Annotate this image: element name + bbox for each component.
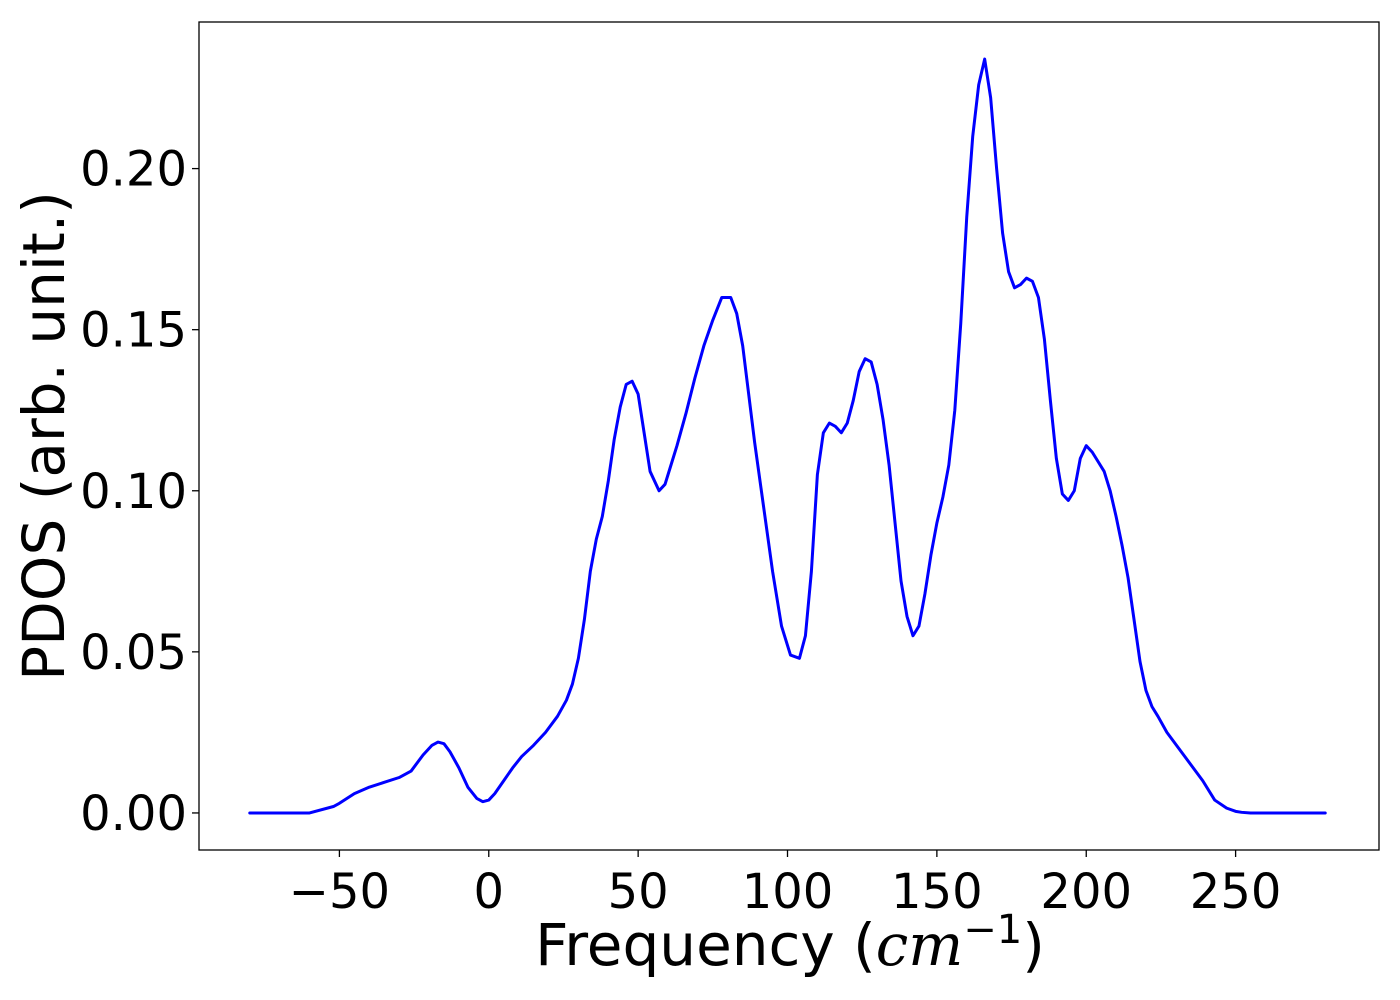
x-tick-label: 150 xyxy=(891,864,983,920)
x-tick-label: 100 xyxy=(742,864,834,920)
x-tick-label: 250 xyxy=(1190,864,1282,920)
x-axis-title: Frequency (cm−1) xyxy=(535,907,1045,979)
x-tick-label: 0 xyxy=(473,864,504,920)
x-axis-title-exponent: −1 xyxy=(963,907,1022,953)
plot-frame xyxy=(198,21,1380,851)
pdos-series-line xyxy=(248,57,1327,815)
y-axis-title: PDOS (arb. unit.) xyxy=(10,191,78,681)
y-axis-ticks: 0.00 0.05 0.10 0.15 0.20 xyxy=(80,142,199,842)
y-tick-label: 0.05 xyxy=(80,625,187,681)
x-tick-label: −50 xyxy=(289,864,390,920)
plot-area xyxy=(199,22,1379,850)
y-tick-label: 0.20 xyxy=(80,142,187,198)
y-tick-label: 0.10 xyxy=(80,464,187,520)
x-tick-label: 50 xyxy=(608,864,669,920)
x-axis-ticks: −50 0 50 100 150 200 250 xyxy=(289,850,1282,920)
y-tick-label: 0.00 xyxy=(80,786,187,842)
x-axis-title-unit: cm xyxy=(876,911,963,979)
x-axis-title-close: ) xyxy=(1022,911,1045,979)
y-tick-label: 0.15 xyxy=(80,303,187,359)
x-tick-label: 200 xyxy=(1040,864,1132,920)
